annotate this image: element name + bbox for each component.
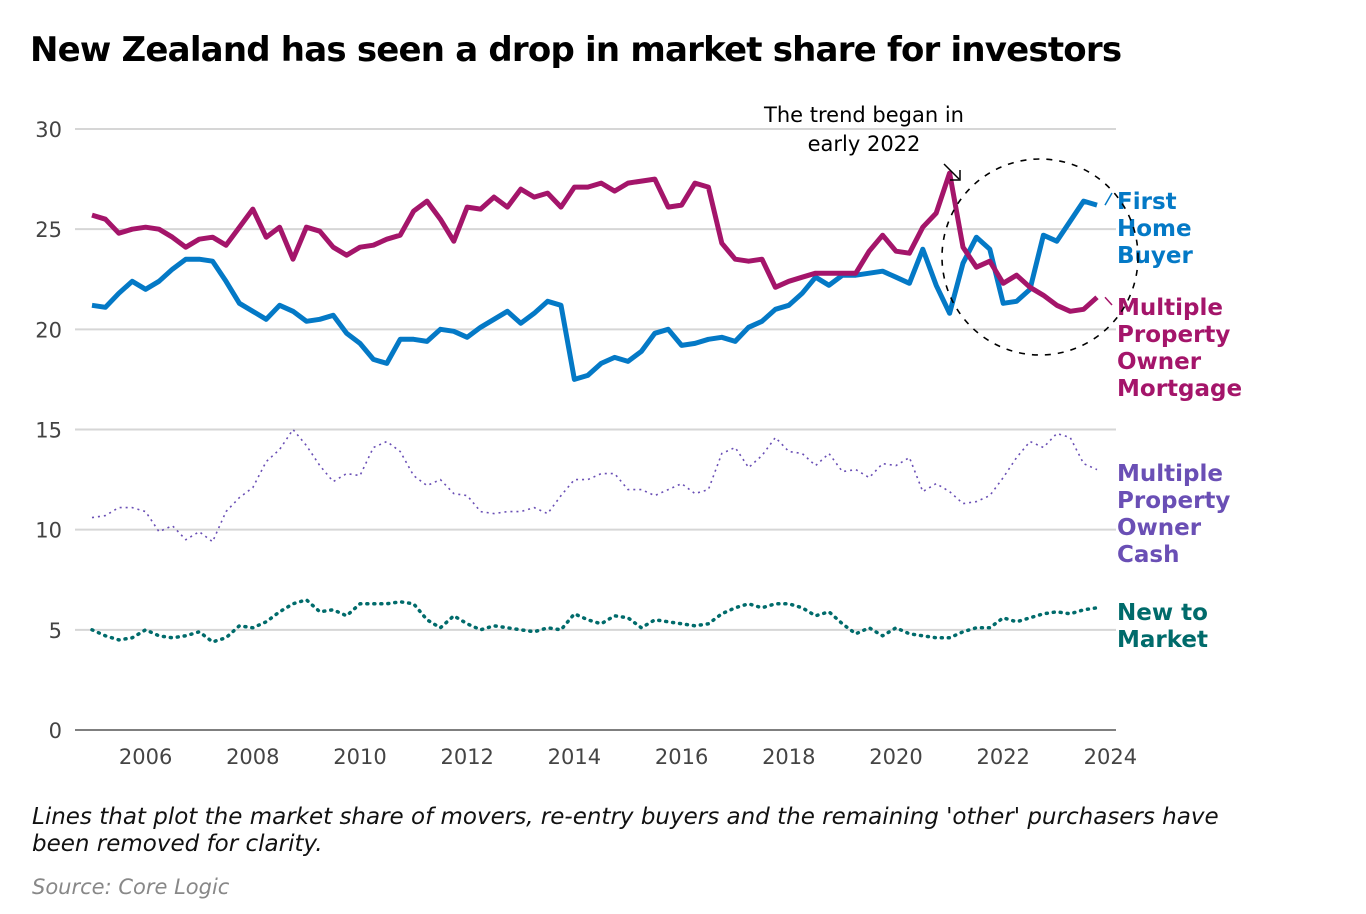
x-tick-label: 2018 (762, 745, 815, 769)
x-tick-label: 2024 (1084, 745, 1137, 769)
series-line-new-to-market (90, 598, 1099, 644)
series-label-line: Property (1117, 488, 1230, 514)
series-label-line: Cash (1117, 542, 1179, 568)
series-label-line: New to (1117, 600, 1208, 626)
series-line-multiple-property-owner-cash (91, 428, 1098, 543)
series-line-multiple-property-owner-mortgage (91, 170, 1099, 314)
highlight-circle (941, 158, 1139, 356)
y-tick-label: 15 (35, 419, 62, 443)
series-label-line: First (1117, 189, 1177, 215)
x-tick-label: 2014 (548, 745, 601, 769)
y-tick-label: 10 (35, 519, 62, 543)
annotation-arrow (943, 163, 960, 180)
chart-title: New Zealand has seen a drop in market sh… (30, 30, 1122, 70)
y-tick-label: 30 (35, 118, 62, 142)
annotation-text: early 2022 (808, 132, 921, 156)
series-label-line: Mortgage (1117, 376, 1242, 402)
series-label-line: Home (1117, 216, 1192, 242)
chart-source: Source: Core Logic (32, 875, 230, 899)
x-tick-label: 2012 (440, 745, 493, 769)
chart-footnote: Lines that plot the market share of move… (32, 804, 1219, 857)
x-tick-label: 2010 (333, 745, 386, 769)
series-label-line: Property (1117, 322, 1230, 348)
label-connector (1104, 192, 1113, 206)
x-tick-label: 2020 (869, 745, 922, 769)
label-connector (1104, 296, 1113, 306)
series-label-line: Buyer (1117, 243, 1193, 269)
series-label-line: Multiple (1117, 295, 1223, 321)
y-tick-label: 5 (49, 619, 62, 643)
series-label-line: Owner (1117, 515, 1202, 541)
arrowhead-icon (950, 170, 961, 181)
series-line-first-home-buyer (91, 198, 1098, 382)
series-label-line: Market (1117, 627, 1208, 653)
annotation-text: The trend began in (763, 103, 964, 127)
x-tick-label: 2016 (655, 745, 708, 769)
y-tick-label: 20 (35, 318, 62, 342)
series-label-line: Multiple (1117, 461, 1223, 487)
x-tick-label: 2022 (976, 745, 1029, 769)
y-tick-label: 25 (35, 218, 62, 242)
x-tick-label: 2006 (119, 745, 172, 769)
series-label-line: Owner (1117, 349, 1202, 375)
y-tick-label: 0 (49, 719, 62, 743)
x-tick-label: 2008 (226, 745, 279, 769)
